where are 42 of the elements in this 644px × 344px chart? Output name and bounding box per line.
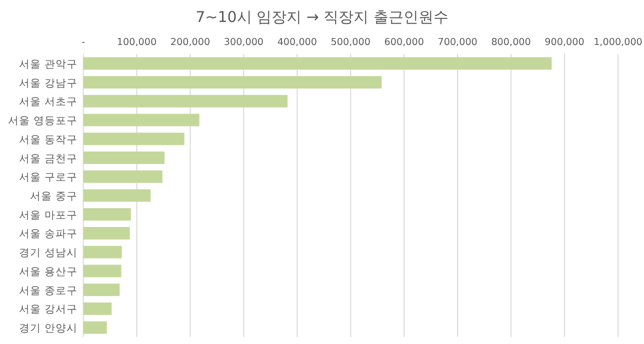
bar — [83, 264, 122, 278]
y-tick-label: 서울 강서구 — [18, 304, 78, 316]
bar — [83, 132, 184, 146]
bar — [83, 94, 288, 108]
bar — [83, 246, 122, 258]
y-tick-label: 서울 영등포구 — [8, 115, 78, 128]
y-tick-label: 서울 종로구 — [18, 284, 78, 297]
y-tick-label: 서울 중구 — [30, 190, 78, 202]
bar — [83, 170, 162, 183]
y-tick-label: 서울 서초구 — [18, 96, 78, 108]
bar — [83, 208, 131, 221]
bar — [83, 76, 382, 89]
bar — [83, 227, 130, 240]
bar — [83, 189, 151, 202]
x-tick-label: 100,000 — [116, 37, 157, 48]
y-tick-label: 서울 송파구 — [18, 228, 78, 240]
x-tick-label: 200,000 — [170, 37, 210, 48]
y-tick-label: 서울 구로구 — [18, 172, 78, 184]
y-tick-label: 경기 성남시 — [18, 247, 78, 260]
y-tick-label: 서울 금천구 — [18, 152, 78, 165]
x-tick-label: - — [82, 37, 86, 48]
bar — [83, 152, 165, 164]
y-tick-label: 서울 관악구 — [18, 58, 78, 70]
bar — [83, 302, 112, 315]
bar — [83, 57, 552, 70]
x-tick-label: 500,000 — [330, 37, 370, 48]
x-tick-label: 300,000 — [224, 37, 264, 48]
y-tick-label: 서울 마포구 — [18, 209, 78, 222]
chart-title: 7~10시 임장지 → 직장지 출근인원수 — [196, 8, 448, 26]
y-tick-label: 서울 강남구 — [18, 77, 78, 90]
x-tick-label: 700,000 — [438, 37, 478, 48]
bar — [83, 284, 120, 296]
bar — [83, 321, 107, 334]
y-tick-label: 서울 동작구 — [18, 134, 78, 146]
x-tick-label: 800,000 — [491, 37, 531, 48]
x-tick-label: 900,000 — [544, 37, 584, 48]
x-tick-label: 600,000 — [384, 37, 424, 48]
x-tick-label: 1,000,000 — [594, 37, 642, 48]
y-tick-label: 경기 안양시 — [18, 322, 78, 335]
y-tick-label: 서울 용산구 — [18, 266, 78, 278]
bar — [83, 114, 200, 126]
x-tick-label: 400,000 — [277, 37, 318, 48]
